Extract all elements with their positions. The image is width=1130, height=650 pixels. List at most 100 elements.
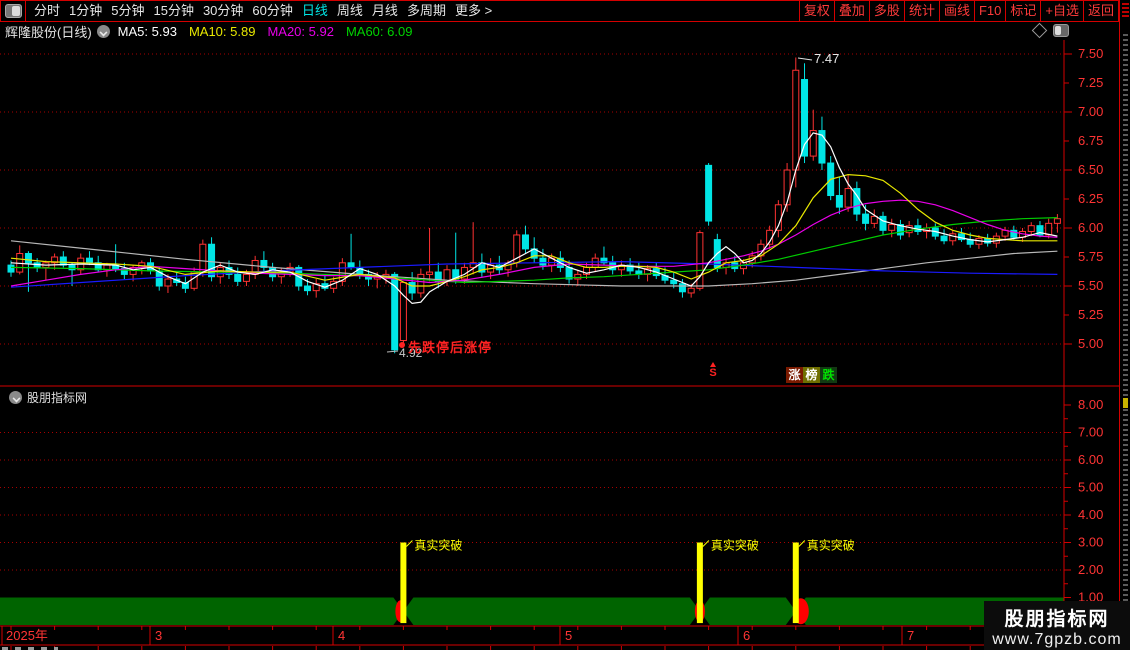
watermark-url: www.7gpzb.com [992, 631, 1122, 648]
price-tick-label: 7.00 [1078, 104, 1103, 119]
tab-分时[interactable]: 分时 [34, 3, 61, 18]
candle-body [1045, 222, 1053, 236]
price-tick-label: 5.00 [1078, 336, 1103, 351]
watermark-box: 股朋指标网 www.7gpzb.com [984, 601, 1130, 650]
candle-body [85, 257, 93, 264]
candle-body [818, 130, 826, 164]
ma-line-MA-blue [10, 260, 1058, 288]
tab-30分钟[interactable]: 30分钟 [202, 3, 244, 18]
price-tick-label: 6.50 [1078, 162, 1103, 177]
tab-周线[interactable]: 周线 [336, 3, 363, 18]
candle-body [303, 285, 311, 292]
diamond-icon[interactable] [1031, 22, 1048, 39]
sell-arrow-icon [710, 362, 716, 367]
month-label: 4 [338, 628, 345, 643]
candle-body [870, 215, 878, 224]
candle-body [1036, 225, 1044, 236]
candle-body [51, 256, 59, 264]
candle-body [1053, 218, 1061, 224]
candle-body [705, 164, 713, 222]
candle-body [234, 273, 242, 282]
price-tick-label: 7.50 [1078, 46, 1103, 61]
sell-marker: S [707, 362, 719, 379]
indicator-band [0, 597, 1064, 625]
right-edge-collapsed-panel[interactable] [1119, 0, 1130, 650]
indicator-tick-label: 4.00 [1078, 507, 1103, 522]
stock-title: 辉隆股份(日线) [5, 24, 92, 40]
indicator-tick-label: 6.00 [1078, 452, 1103, 467]
tab-15分钟[interactable]: 15分钟 [153, 3, 194, 18]
breakout-tick [798, 540, 806, 547]
board-badge-cell: 跌 [820, 367, 837, 383]
button-+自选[interactable]: +自选 [1040, 1, 1083, 21]
candle-body [792, 69, 800, 171]
button-多股[interactable]: 多股 [868, 1, 904, 21]
window-layout-button[interactable] [0, 1, 26, 21]
strip-vertical-text-texture [1123, 34, 1128, 640]
crash-note-dot [399, 342, 405, 348]
indicator-tick-label: 5.00 [1078, 480, 1103, 495]
tab-月线[interactable]: 月线 [371, 3, 398, 18]
price-tick-label: 6.00 [1078, 220, 1103, 235]
candle-body [687, 287, 695, 294]
panel-chevron-icon[interactable] [9, 391, 22, 404]
toolbar: 分时 1分钟 5分钟 15分钟 30分钟 60分钟 日线 周线 月线 多周期 更多 > 复权 叠加 多股… [0, 0, 1130, 22]
breakout-spike [792, 542, 799, 624]
info-bar: 辉隆股份(日线) MA5: 5.93 MA10: 5.89 MA20: 5.92 MA… [0, 22, 1119, 40]
candle-body [399, 282, 407, 342]
candle-body [164, 278, 172, 287]
ma-legend: MA5: 5.93 MA10: 5.89 MA20: 5.92 MA60: 6.09 [118, 24, 413, 39]
breakout-label: 真实突破 [807, 538, 855, 553]
button-叠加[interactable]: 叠加 [833, 1, 869, 21]
ma-legend-item: MA10: 5.89 [188, 23, 256, 39]
tab-更多 >[interactable]: 更多 > [454, 3, 493, 18]
indicator-tick-label: 3.00 [1078, 535, 1103, 550]
indicator-panel-header: 股朋指标网 [4, 389, 87, 406]
tab-多周期[interactable]: 多周期 [406, 3, 446, 18]
breakout-tick [702, 540, 710, 547]
ma-legend-item: MA5: 5.93 [117, 23, 177, 39]
candle-body [678, 283, 686, 293]
collapse-chevron-icon[interactable] [96, 24, 110, 38]
tab-5分钟[interactable]: 5分钟 [111, 3, 145, 18]
board-badge-cell: 榜 [803, 367, 820, 383]
breakout-label: 真实突破 [414, 538, 462, 553]
candle-body [208, 243, 216, 278]
candle-body [338, 262, 346, 282]
tab-1分钟[interactable]: 1分钟 [69, 3, 103, 18]
board-badge: 涨榜跌 [786, 367, 837, 383]
candle-body [835, 195, 843, 208]
candle-body [1010, 229, 1018, 238]
tab-日线[interactable]: 日线 [301, 3, 328, 18]
month-label: 7 [907, 628, 914, 643]
low-price-label: 4.92 [399, 346, 423, 360]
candle-body [600, 257, 608, 264]
breakout-tick [406, 540, 413, 547]
button-画线[interactable]: 画线 [938, 1, 974, 21]
indicator-tick-label: 2.00 [1078, 562, 1103, 577]
button-复权[interactable]: 复权 [798, 1, 834, 21]
period-tabs: 分时 1分钟 5分钟 15分钟 30分钟 60分钟 日线 周线 月线 多周期 更多 > [34, 1, 492, 21]
pane-icon[interactable] [1053, 24, 1069, 37]
candle-body [591, 257, 599, 268]
tab-60分钟[interactable]: 60分钟 [252, 3, 293, 18]
candle-body [801, 79, 809, 157]
candle-body [199, 243, 207, 273]
candle-body [696, 232, 704, 289]
ma-legend-item: MA20: 5.92 [267, 23, 334, 39]
toolbar-buttons: 复权 叠加 多股 统计 画线 F10 标记 +自选 返回 [798, 1, 1119, 21]
candle-body [391, 273, 399, 351]
button-标记[interactable]: 标记 [1005, 1, 1040, 21]
indicator-tick-label: 1.00 [1078, 590, 1103, 605]
button-返回[interactable]: 返回 [1082, 1, 1119, 21]
strip-marker-top [1122, 3, 1129, 19]
candle-body [940, 235, 948, 242]
candle-body [417, 273, 425, 294]
candle-body [905, 225, 913, 234]
button-统计[interactable]: 统计 [903, 1, 939, 21]
button-F10[interactable]: F10 [973, 1, 1005, 21]
watermark-site-name: 股朋指标网 [1004, 609, 1110, 630]
price-tick-label: 5.25 [1078, 307, 1103, 322]
peak-price-label: 7.47 [814, 51, 840, 66]
